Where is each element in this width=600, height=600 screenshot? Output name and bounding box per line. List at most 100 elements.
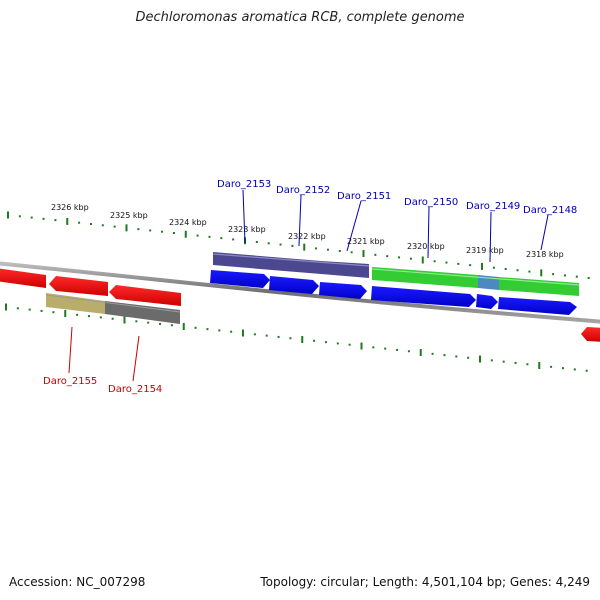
forward-cds-track (210, 270, 577, 315)
label-leader (427, 206, 430, 259)
upper-tick-mark (161, 230, 164, 233)
lower-tick-mark (135, 320, 138, 323)
upper-tick-mark (18, 215, 21, 218)
label-leader (68, 326, 73, 374)
upper-tick-mark (481, 262, 483, 270)
upper-tick-mark (421, 256, 424, 264)
upper-tick-mark (172, 231, 175, 234)
cog-segment (499, 277, 579, 296)
lower-tick-mark (336, 342, 339, 345)
upper-tick-mark (409, 257, 412, 260)
label-leader (242, 189, 246, 244)
gene-label-daro-2153[interactable]: Daro_2153 (217, 179, 271, 190)
upper-tick-mark (113, 225, 116, 228)
lower-tick-mark (455, 355, 458, 358)
upper-tick-mark (492, 266, 495, 269)
cog-segment (372, 267, 478, 288)
lower-tick-mark (265, 334, 268, 337)
lower-tick-mark (218, 329, 221, 332)
forward-gene-leaders (242, 189, 549, 263)
genome-stats-text: Topology: circular; Length: 4,501,104 bp… (260, 575, 590, 589)
kbp-label: 2321 kbp (347, 237, 385, 246)
lower-tick-mark (550, 365, 553, 368)
label-leader (346, 200, 362, 252)
upper-tick-mark (66, 217, 69, 225)
upper-tick-mark (78, 221, 81, 224)
gene-label-daro-2148[interactable]: Daro_2148 (523, 205, 577, 216)
upper-tick-mark (125, 224, 128, 232)
upper-tick-mark (587, 276, 590, 279)
upper-tick-mark (540, 269, 543, 277)
lower-tick-mark (182, 323, 185, 331)
lower-tick-mark (289, 337, 292, 340)
upper-tick-mark (563, 274, 566, 277)
kbp-label: 2323 kbp (228, 225, 266, 234)
map-title: Dechloromonas aromatica RCB, complete ge… (135, 10, 465, 25)
lower-tick-mark (16, 307, 19, 310)
upper-tick-mark (528, 270, 531, 273)
band-highlight (212, 253, 370, 267)
upper-tick-mark (220, 237, 223, 240)
lower-tick-mark (147, 321, 150, 324)
gene-label-daro-2151[interactable]: Daro_2151 (337, 191, 391, 202)
lower-tick-mark (277, 335, 280, 338)
lower-tick-mark (419, 349, 422, 357)
upper-tick-mark (445, 261, 448, 264)
forward-gene-labels: Daro_2153 Daro_2152 Daro_2151 Daro_2150 … (217, 179, 577, 216)
kbp-label: 2318 kbp (526, 250, 564, 259)
lower-tick-mark (573, 368, 576, 371)
band-highlight (45, 294, 181, 313)
upper-tick-mark (362, 250, 365, 258)
kbp-label: 2319 kbp (466, 246, 504, 255)
upper-tick-mark (374, 253, 377, 256)
cog-segment (213, 252, 272, 270)
label-leader (298, 194, 302, 247)
gene-label-daro-2150[interactable]: Daro_2150 (404, 197, 458, 208)
forward-cds-arrow (476, 294, 498, 309)
lower-tick-mark (242, 329, 244, 337)
lower-tick-mark (384, 347, 387, 350)
lower-tick-mark (372, 346, 375, 349)
reverse-gene-leaders (68, 326, 140, 382)
lower-tick-mark (194, 326, 197, 329)
forward-cog-band (212, 252, 580, 296)
band-highlight (371, 268, 580, 286)
forward-cds-arrow (371, 286, 476, 307)
upper-tick-mark (279, 243, 282, 246)
reverse-cog-band (45, 293, 181, 324)
lower-tick-mark (170, 324, 173, 327)
upper-tick-mark (291, 244, 294, 247)
reverse-cds-arrow (0, 268, 46, 288)
forward-cds-arrow (319, 282, 367, 299)
upper-tick-mark (469, 264, 472, 267)
gene-label-daro-2154[interactable]: Daro_2154 (108, 384, 162, 395)
cog-segment (105, 301, 180, 324)
lower-tick-mark (538, 362, 541, 370)
lower-tick-mark (479, 355, 481, 363)
kbp-label: 2324 kbp (169, 218, 207, 227)
lower-tick-mark (443, 354, 446, 357)
upper-tick-mark (7, 211, 9, 219)
upper-tick-mark (42, 217, 45, 220)
kbp-label: 2325 kbp (110, 211, 148, 220)
upper-tick-mark (54, 219, 57, 222)
reverse-cds-arrow (49, 276, 108, 296)
gene-label-daro-2155[interactable]: Daro_2155 (43, 376, 97, 387)
upper-tick-mark (433, 260, 436, 263)
upper-tick-mark (338, 249, 341, 252)
cog-segment (321, 261, 369, 278)
lower-tick-mark (490, 359, 493, 362)
forward-cds-arrow (269, 276, 319, 294)
label-leader (540, 214, 549, 251)
lower-tick-mark (159, 322, 162, 325)
lower-tick-mark (360, 342, 363, 350)
lower-tick-mark (502, 360, 505, 363)
gene-label-daro-2149[interactable]: Daro_2149 (466, 201, 520, 212)
kbp-label: 2320 kbp (407, 242, 445, 251)
gene-label-daro-2152[interactable]: Daro_2152 (276, 185, 330, 196)
genome-backbone (0, 261, 600, 324)
lower-tick-mark (64, 310, 67, 318)
lower-tick-mark (206, 328, 209, 331)
label-leader (489, 211, 492, 263)
